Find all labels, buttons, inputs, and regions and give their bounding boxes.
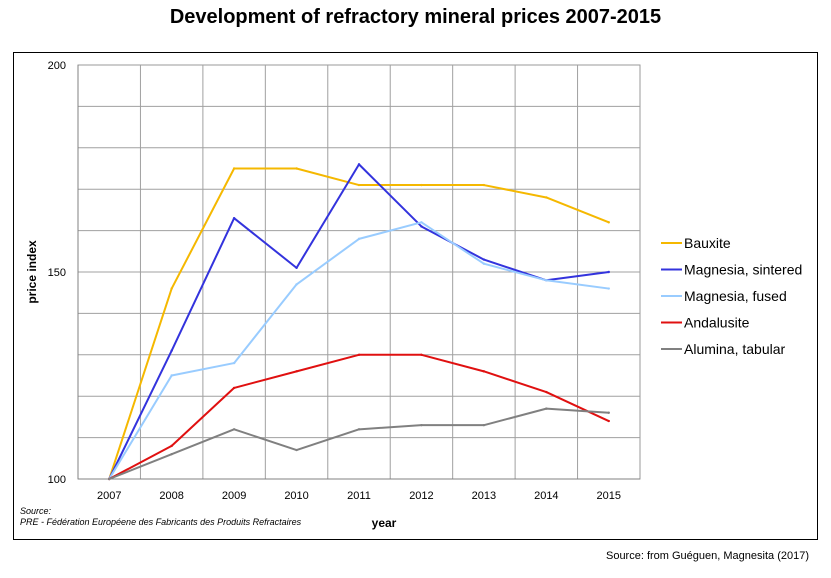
data-point-bauxite xyxy=(607,221,610,224)
series-lines xyxy=(108,163,610,481)
axes: 100 150 200 2007 2008 2009 2010 2011 2012 2013 201… xyxy=(25,60,640,530)
legend-label-magnesia-sintered: Magnesia, sintered xyxy=(684,262,802,278)
data-point-magnesia-sintered xyxy=(607,270,610,274)
data-point-andalusite xyxy=(170,444,173,448)
data-point-andalusite xyxy=(357,353,361,356)
data-point-bauxite xyxy=(420,183,423,187)
x-tick-label: 2009 xyxy=(222,490,246,502)
chart-frame xyxy=(13,52,818,540)
data-point-magnesia-fused xyxy=(170,374,173,377)
data-point-bauxite xyxy=(170,287,173,290)
chart-title: Development of refractory mineral prices… xyxy=(169,6,662,28)
x-tick-label: 2014 xyxy=(534,490,558,502)
x-tick-label: 2007 xyxy=(97,490,121,502)
source-note: Source: PRE - Fédération Européene des F… xyxy=(20,506,301,528)
data-point-alumina-tabular xyxy=(108,477,111,481)
data-point-magnesia-fused xyxy=(295,283,298,286)
data-point-bauxite xyxy=(295,167,298,170)
legend-label-bauxite: Bauxite xyxy=(684,235,731,251)
y-tick-label: 200 xyxy=(48,60,66,72)
data-point-andalusite xyxy=(232,386,236,390)
data-point-alumina-tabular xyxy=(357,428,361,431)
data-point-bauxite xyxy=(232,167,236,170)
data-point-magnesia-fused xyxy=(420,221,423,224)
data-point-magnesia-sintered xyxy=(357,163,361,166)
legend-label-andalusite: Andalusite xyxy=(684,315,750,331)
x-axis-title: year xyxy=(372,516,397,530)
data-point-magnesia-sintered xyxy=(420,225,423,228)
footer-source: Source: from Guéguen, Magnesita (2017) xyxy=(605,550,809,562)
x-tick-label: 2010 xyxy=(284,490,308,502)
y-tick-label: 150 xyxy=(48,267,66,279)
data-point-magnesia-fused xyxy=(357,237,361,241)
y-tick-label: 100 xyxy=(48,474,66,486)
data-point-magnesia-sintered xyxy=(482,258,486,261)
data-point-andalusite xyxy=(482,370,486,373)
grid-lines xyxy=(77,64,641,480)
data-point-magnesia-fused xyxy=(545,279,548,282)
data-point-andalusite xyxy=(607,419,610,423)
legend-label-magnesia-fused: Magnesia, fused xyxy=(684,288,787,304)
data-point-alumina-tabular xyxy=(607,411,610,414)
data-point-magnesia-sintered xyxy=(170,349,173,352)
data-point-magnesia-fused xyxy=(232,361,236,365)
data-point-alumina-tabular xyxy=(295,448,298,452)
data-point-andalusite xyxy=(420,353,423,356)
data-point-bauxite xyxy=(545,196,548,199)
data-point-alumina-tabular xyxy=(482,423,486,427)
data-point-magnesia-sintered xyxy=(295,266,298,270)
data-point-alumina-tabular xyxy=(232,428,236,431)
x-tick-label: 2013 xyxy=(472,490,496,502)
data-point-magnesia-sintered xyxy=(232,216,236,220)
x-tick-label: 2008 xyxy=(159,490,183,502)
data-point-alumina-tabular xyxy=(545,407,548,410)
x-tick-label: 2015 xyxy=(597,490,621,502)
x-tick-label: 2012 xyxy=(409,490,433,502)
data-point-alumina-tabular xyxy=(170,452,173,456)
data-point-andalusite xyxy=(545,390,548,394)
data-point-magnesia-fused xyxy=(482,262,486,265)
source-note-text: PRE - Fédération Européene des Fabricant… xyxy=(20,517,302,527)
data-point-alumina-tabular xyxy=(420,423,423,427)
data-point-bauxite xyxy=(357,183,361,187)
legend-label-alumina-tabular: Alumina, tabular xyxy=(684,341,786,357)
data-point-andalusite xyxy=(295,370,298,373)
source-note-label: Source: xyxy=(20,506,52,516)
data-point-bauxite xyxy=(482,183,486,187)
legend: Bauxite Magnesia, sintered Magnesia, fused… xyxy=(661,235,802,357)
y-axis-title: price index xyxy=(25,240,39,304)
data-point-magnesia-fused xyxy=(607,287,610,290)
x-tick-label: 2011 xyxy=(347,490,371,502)
